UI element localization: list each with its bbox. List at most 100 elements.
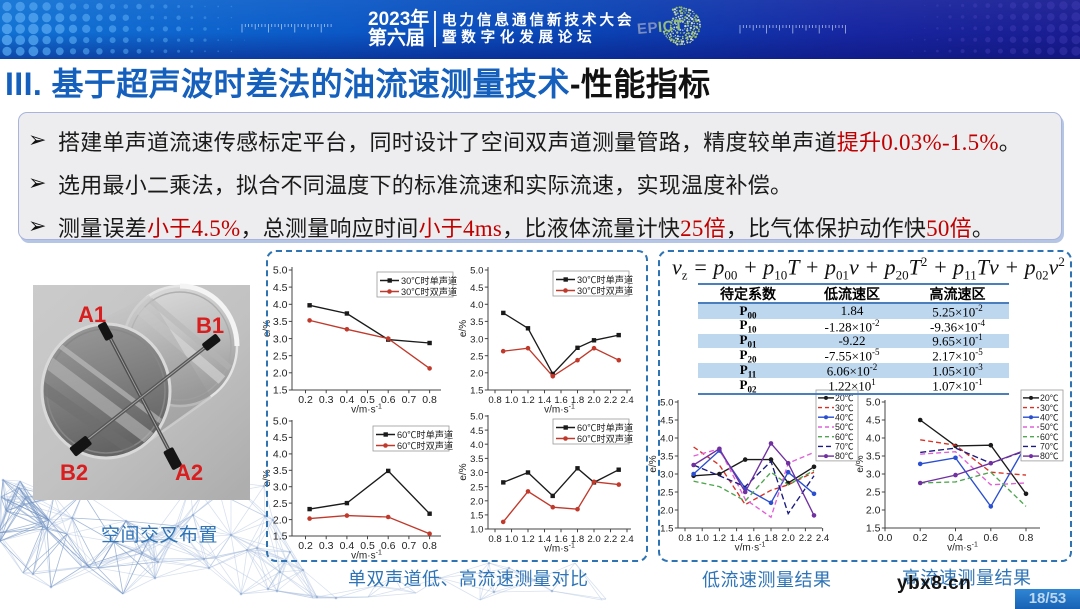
svg-text:1.8: 1.8 bbox=[571, 534, 584, 545]
svg-text:4.5: 4.5 bbox=[660, 416, 673, 427]
svg-text:0.2: 0.2 bbox=[913, 532, 928, 544]
svg-text:2.4: 2.4 bbox=[620, 395, 634, 406]
svg-text:0.7: 0.7 bbox=[402, 540, 417, 552]
svg-text:4.0: 4.0 bbox=[273, 449, 288, 461]
svg-text:0.6: 0.6 bbox=[381, 540, 396, 552]
svg-text:4.0: 4.0 bbox=[866, 433, 881, 445]
svg-text:1.5: 1.5 bbox=[866, 523, 881, 535]
svg-text:0.5: 0.5 bbox=[360, 394, 375, 406]
svg-text:2.5: 2.5 bbox=[470, 351, 483, 362]
svg-text:1.8: 1.8 bbox=[571, 395, 584, 406]
svg-text:1.0: 1.0 bbox=[505, 395, 518, 406]
svg-text:1.0: 1.0 bbox=[696, 533, 709, 544]
svg-text:1.0: 1.0 bbox=[505, 534, 518, 545]
svg-text:2.0: 2.0 bbox=[470, 496, 483, 507]
svg-text:1.2: 1.2 bbox=[521, 395, 534, 406]
svg-text:B2: B2 bbox=[60, 460, 88, 485]
svg-text:0.8: 0.8 bbox=[678, 533, 691, 544]
svg-text:3.0: 3.0 bbox=[866, 469, 881, 481]
svg-text:60℃: 60℃ bbox=[1040, 432, 1059, 442]
svg-text:5.0: 5.0 bbox=[866, 397, 881, 409]
svg-text:60℃时双声道: 60℃时双声道 bbox=[577, 433, 633, 444]
svg-text:0.2: 0.2 bbox=[298, 394, 313, 406]
svg-text:1.5: 1.5 bbox=[273, 385, 288, 397]
svg-text:4.0: 4.0 bbox=[470, 440, 483, 451]
svg-text:0.8: 0.8 bbox=[1019, 532, 1034, 544]
svg-text:0.4: 0.4 bbox=[340, 394, 355, 406]
svg-text:e/%: e/% bbox=[855, 455, 866, 472]
svg-text:5.0: 5.0 bbox=[470, 266, 483, 277]
svg-text:2.2: 2.2 bbox=[799, 533, 812, 544]
svg-text:4.5: 4.5 bbox=[866, 415, 881, 427]
svg-text:2.0: 2.0 bbox=[587, 534, 600, 545]
svg-text:0.3: 0.3 bbox=[319, 394, 334, 406]
svg-text:4.5: 4.5 bbox=[273, 432, 288, 444]
svg-text:1.5: 1.5 bbox=[470, 386, 483, 397]
svg-text:30℃时单声道: 30℃时单声道 bbox=[577, 274, 633, 285]
svg-text:1.5: 1.5 bbox=[470, 511, 483, 522]
svg-text:3.0: 3.0 bbox=[273, 333, 288, 345]
svg-text:1.6: 1.6 bbox=[554, 395, 567, 406]
svg-text:0.7: 0.7 bbox=[402, 394, 417, 406]
svg-text:2.4: 2.4 bbox=[620, 534, 634, 545]
svg-text:30℃时单声道: 30℃时单声道 bbox=[401, 275, 457, 286]
svg-text:3.0: 3.0 bbox=[470, 334, 483, 345]
svg-text:2.5: 2.5 bbox=[273, 498, 288, 510]
svg-text:2.0: 2.0 bbox=[782, 533, 795, 544]
svg-text:30℃: 30℃ bbox=[1040, 403, 1059, 413]
svg-text:e/%: e/% bbox=[458, 320, 469, 337]
svg-text:0.6: 0.6 bbox=[381, 394, 396, 406]
svg-text:1.6: 1.6 bbox=[554, 534, 567, 545]
svg-text:20℃: 20℃ bbox=[835, 393, 854, 403]
svg-text:5.0: 5.0 bbox=[660, 398, 673, 409]
svg-text:4.0: 4.0 bbox=[273, 299, 288, 311]
svg-text:0.3: 0.3 bbox=[319, 540, 334, 552]
svg-text:2.5: 2.5 bbox=[470, 482, 483, 493]
svg-text:v/m·s-1: v/m·s-1 bbox=[735, 542, 766, 554]
svg-text:20℃: 20℃ bbox=[1040, 393, 1059, 403]
svg-text:1.8: 1.8 bbox=[764, 533, 777, 544]
svg-text:0.8: 0.8 bbox=[422, 394, 437, 406]
svg-text:0.2: 0.2 bbox=[298, 540, 313, 552]
svg-text:3.5: 3.5 bbox=[470, 317, 483, 328]
svg-text:v/m·s-1: v/m·s-1 bbox=[947, 542, 978, 554]
svg-text:4.5: 4.5 bbox=[470, 426, 483, 437]
svg-text:4.5: 4.5 bbox=[470, 283, 483, 294]
svg-text:0.4: 0.4 bbox=[948, 532, 963, 544]
svg-text:2.2: 2.2 bbox=[604, 395, 617, 406]
svg-text:60℃时单声道: 60℃时单声道 bbox=[577, 422, 633, 433]
svg-text:30℃时双声道: 30℃时双声道 bbox=[577, 285, 633, 296]
svg-text:3.5: 3.5 bbox=[660, 452, 673, 463]
svg-text:2.5: 2.5 bbox=[866, 487, 881, 499]
svg-text:0.5: 0.5 bbox=[360, 540, 375, 552]
svg-text:5.0: 5.0 bbox=[470, 412, 483, 423]
svg-text:3.0: 3.0 bbox=[470, 468, 483, 479]
svg-text:2.0: 2.0 bbox=[273, 514, 288, 526]
svg-text:2.2: 2.2 bbox=[604, 534, 617, 545]
svg-text:1.6: 1.6 bbox=[747, 533, 760, 544]
svg-text:2.0: 2.0 bbox=[470, 369, 483, 380]
svg-text:v/m·s-1: v/m·s-1 bbox=[544, 404, 575, 416]
svg-text:70℃: 70℃ bbox=[1040, 442, 1059, 452]
svg-text:4.5: 4.5 bbox=[273, 282, 288, 294]
svg-text:2.5: 2.5 bbox=[660, 488, 673, 499]
svg-text:0.4: 0.4 bbox=[340, 540, 355, 552]
svg-text:80℃: 80℃ bbox=[835, 451, 854, 461]
svg-text:2.4: 2.4 bbox=[816, 533, 830, 544]
svg-text:v/m·s-1: v/m·s-1 bbox=[544, 543, 575, 555]
svg-text:50℃: 50℃ bbox=[835, 422, 854, 432]
svg-text:1.0: 1.0 bbox=[470, 525, 483, 536]
svg-text:3.5: 3.5 bbox=[866, 451, 881, 463]
svg-text:1.5: 1.5 bbox=[660, 524, 673, 535]
svg-text:2.0: 2.0 bbox=[660, 506, 673, 517]
svg-text:2.0: 2.0 bbox=[273, 368, 288, 380]
svg-text:1.4: 1.4 bbox=[538, 395, 552, 406]
svg-text:5.0: 5.0 bbox=[273, 416, 288, 428]
svg-text:3.0: 3.0 bbox=[660, 470, 673, 481]
svg-text:e/%: e/% bbox=[458, 463, 469, 480]
svg-text:0.6: 0.6 bbox=[983, 532, 998, 544]
svg-text:50℃: 50℃ bbox=[1040, 422, 1059, 432]
svg-text:3.5: 3.5 bbox=[273, 316, 288, 328]
svg-text:0.0: 0.0 bbox=[878, 532, 893, 544]
svg-text:A1: A1 bbox=[78, 302, 106, 327]
